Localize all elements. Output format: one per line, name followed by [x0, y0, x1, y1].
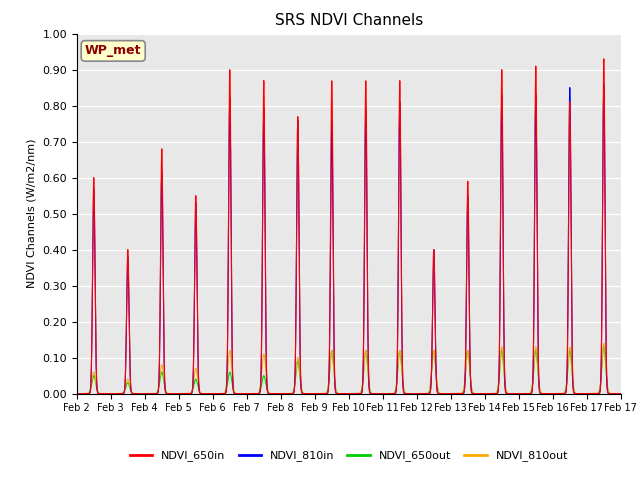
NDVI_650out [73, 391, 81, 396]
NDVI_650in [539, 391, 547, 396]
NDVI_810in [539, 391, 547, 396]
NDVI_810out [186, 391, 193, 396]
NDVI_810in [186, 391, 193, 396]
Text: WP_met: WP_met [85, 44, 141, 58]
NDVI_650in [617, 391, 625, 396]
NDVI_650in [73, 391, 81, 396]
NDVI_650in [525, 391, 532, 396]
NDVI_650out [539, 391, 547, 396]
NDVI_650in [398, 334, 406, 339]
Legend: NDVI_650in, NDVI_810in, NDVI_650out, NDVI_810out: NDVI_650in, NDVI_810in, NDVI_650out, NDV… [125, 446, 572, 466]
NDVI_810out [498, 344, 506, 350]
NDVI_650in [498, 68, 506, 73]
NDVI_810in [498, 93, 506, 98]
NDVI_810out [617, 391, 625, 396]
NDVI_650out [617, 391, 625, 396]
NDVI_650in [600, 56, 607, 62]
NDVI_650out [525, 391, 532, 396]
NDVI_650in [186, 391, 193, 396]
NDVI_810out [525, 391, 532, 396]
Line: NDVI_650in: NDVI_650in [77, 59, 621, 394]
NDVI_810in [73, 391, 81, 396]
Line: NDVI_810in: NDVI_810in [77, 84, 621, 394]
NDVI_810out [369, 391, 377, 396]
NDVI_650out [398, 369, 406, 375]
Title: SRS NDVI Channels: SRS NDVI Channels [275, 13, 423, 28]
NDVI_810in [369, 391, 377, 396]
NDVI_810out [398, 369, 406, 375]
NDVI_650out [186, 391, 193, 396]
NDVI_810out [539, 391, 547, 396]
Line: NDVI_810out: NDVI_810out [77, 343, 621, 394]
NDVI_650out [498, 348, 506, 353]
Line: NDVI_650out: NDVI_650out [77, 347, 621, 394]
NDVI_650out [600, 344, 607, 350]
NDVI_650in [369, 391, 377, 396]
NDVI_810out [73, 391, 81, 396]
NDVI_810out [600, 340, 607, 346]
NDVI_650out [369, 391, 377, 396]
NDVI_810in [600, 81, 607, 87]
NDVI_810in [617, 391, 625, 396]
NDVI_810in [398, 337, 406, 343]
Y-axis label: NDVI Channels (W/m2/nm): NDVI Channels (W/m2/nm) [27, 139, 36, 288]
NDVI_810in [525, 391, 532, 396]
